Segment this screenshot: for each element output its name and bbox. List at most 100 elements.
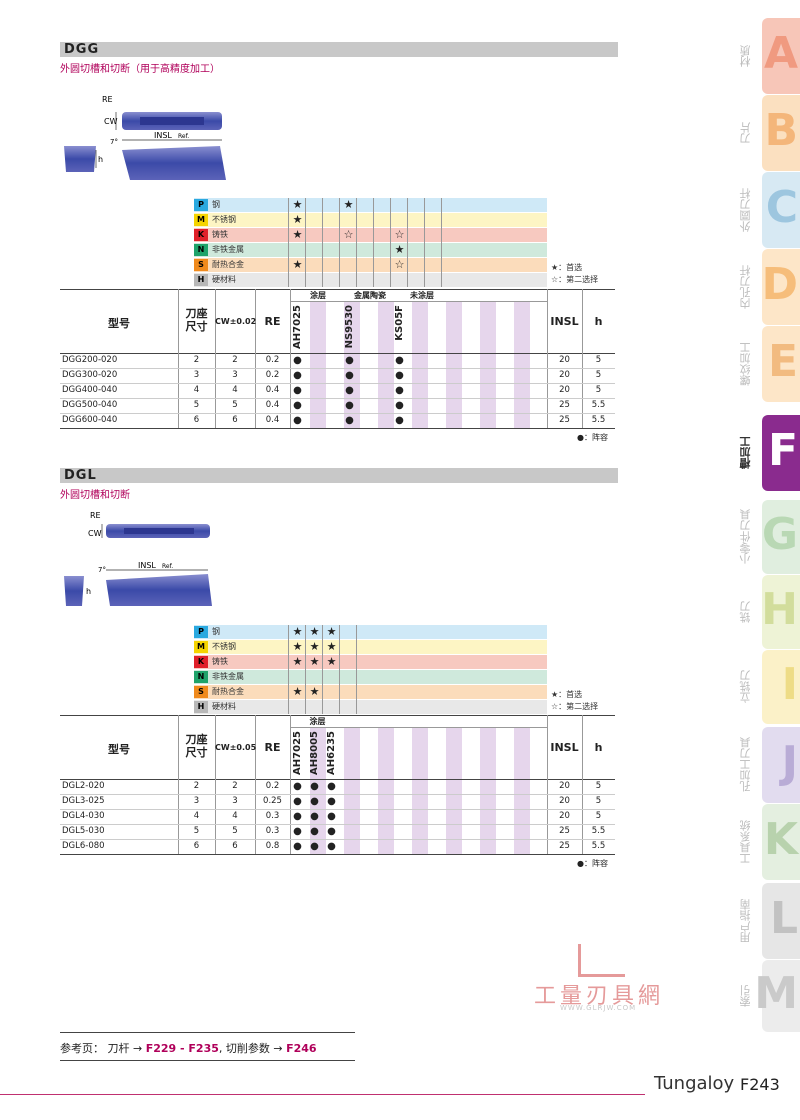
grid-line [322,198,323,287]
material-name: 耐热合金 [212,260,244,269]
material-code: P [194,626,208,638]
legend-second: ☆：第二选择 [551,702,599,711]
material-code: S [194,259,208,271]
grade-mark: ★ [292,625,303,638]
material-name: 铸铁 [212,230,228,239]
side-tab-i[interactable]: I [762,650,800,724]
section-title-dgl: DGL [60,468,618,483]
section-subtitle-dgl: 外圆切槽和切断 [60,490,130,501]
side-tab-b[interactable]: B [762,95,800,171]
side-tab-c[interactable]: C [762,172,800,248]
col-line [290,289,291,428]
reference-link-cutting[interactable]: F246 [286,1042,317,1055]
side-tab-label: 索引 [739,985,752,1007]
dgl-label-h: h [86,587,91,596]
grid-line [339,198,340,287]
material-code: K [194,229,208,241]
side-tab-label: 外圆刀杆 [739,188,752,232]
insl-value: 20 [559,370,570,380]
side-tab-letter: L [769,893,798,944]
grade-stripe [446,301,462,428]
grade-group-label: 金属陶瓷 [354,291,386,300]
material-code: P [194,199,208,211]
side-tab-label: 孔加工刀具 [739,737,752,793]
header-holder-size: 刀座 尺寸 [185,733,208,759]
stock-dot: ● [395,415,404,426]
material-code: S [194,686,208,698]
grade-mark: ★ [309,625,320,638]
re-value: 0.2 [265,355,280,365]
material-row-k: K 铸铁 ★ ★ ★ [194,655,547,669]
side-tab-j[interactable]: J [762,727,800,803]
side-tab-k[interactable]: K [762,804,800,880]
holder-size: 4 [193,385,200,395]
grid-line [339,625,340,714]
insl-value: 25 [559,415,570,425]
grade-mark: ★ [309,640,320,653]
side-tab-letter: K [763,814,798,865]
side-tab-label: 槽加工 [739,436,752,470]
grade-mark: ★ [394,243,405,256]
footer-brand: Tungaloy [654,1073,735,1094]
stock-dot: ● [345,385,354,396]
header-model: 型号 [108,317,130,330]
stock-dot: ● [395,370,404,381]
side-tab-letter: F [767,425,798,476]
grade-stripe [480,301,496,428]
re-value: 0.2 [265,370,280,380]
reference-rule-bottom [60,1060,355,1061]
re-value: 0.4 [265,400,280,410]
side-tab-l[interactable]: L [762,883,800,959]
insl-value: 20 [559,385,570,395]
cw-value: 2 [232,355,238,365]
cw-value: 3 [232,796,238,806]
side-tab-label: 小零件刀具 [739,509,752,565]
grade-name: AH8005 [309,731,320,775]
cw-value: 4 [232,385,238,395]
material-name: 钢 [212,627,220,636]
stock-dot: ● [293,355,302,366]
stock-dot: ● [310,811,319,822]
grade-mark: ★ [343,198,354,211]
holder-size: 6 [193,415,200,425]
row-rule [60,398,615,399]
grade-mark: ☆ [394,258,405,271]
col-line [255,715,256,854]
h-value: 5.5 [591,400,606,410]
watermark-name: 工量刃具網 [534,984,665,1009]
grade-stripe [412,727,428,854]
material-row-p: P 钢 ★ ★ ★ [194,625,547,639]
grid-line [441,198,442,287]
grade-name: AH6235 [326,731,337,775]
side-tab-e[interactable]: E [762,326,800,402]
side-tab-h[interactable]: H [761,575,800,649]
h-value: 5.5 [591,841,606,851]
dgl-label-ref: Ref. [162,563,173,570]
side-tab-d[interactable]: D [761,249,800,325]
side-tab-label: 用户指南 [739,899,752,943]
side-tab-g[interactable]: G [762,500,800,574]
stock-dot: ● [293,400,302,411]
grid-line [356,198,357,287]
col-line [178,715,179,854]
reference-link-holders[interactable]: F229 - F235 [145,1042,219,1055]
side-tab-a[interactable]: A [762,18,800,94]
grid-line [322,625,323,714]
stock-dot: ● [293,385,302,396]
side-tab-m[interactable]: M [754,960,800,1032]
col-line [547,289,548,428]
grid-line [305,625,306,714]
dgl-legend: ★：首选 ☆：第二选择 [551,689,598,713]
table-rule-group [290,301,547,302]
header-re: RE [264,741,281,754]
side-tab-label: 工具系统 [739,820,752,864]
side-tab-letter: A [763,28,798,79]
model-code: DGL6-080 [62,841,105,851]
material-name: 耐热合金 [212,687,244,696]
grade-mark: ☆ [343,228,354,241]
stock-dot: ● [293,796,302,807]
material-row-m: M 不锈钢 ★ ★ ★ [194,640,547,654]
dgg-material-grid: P 钢 ★ ★ M 不锈钢 ★ K 铸铁 ★ ☆ ☆ N 非铁金属 ★ S 耐热合金 ★ ☆ H 硬材料 [194,198,547,288]
dgg-label-re: RE [102,95,113,104]
side-tab-f[interactable]: F [762,415,800,491]
